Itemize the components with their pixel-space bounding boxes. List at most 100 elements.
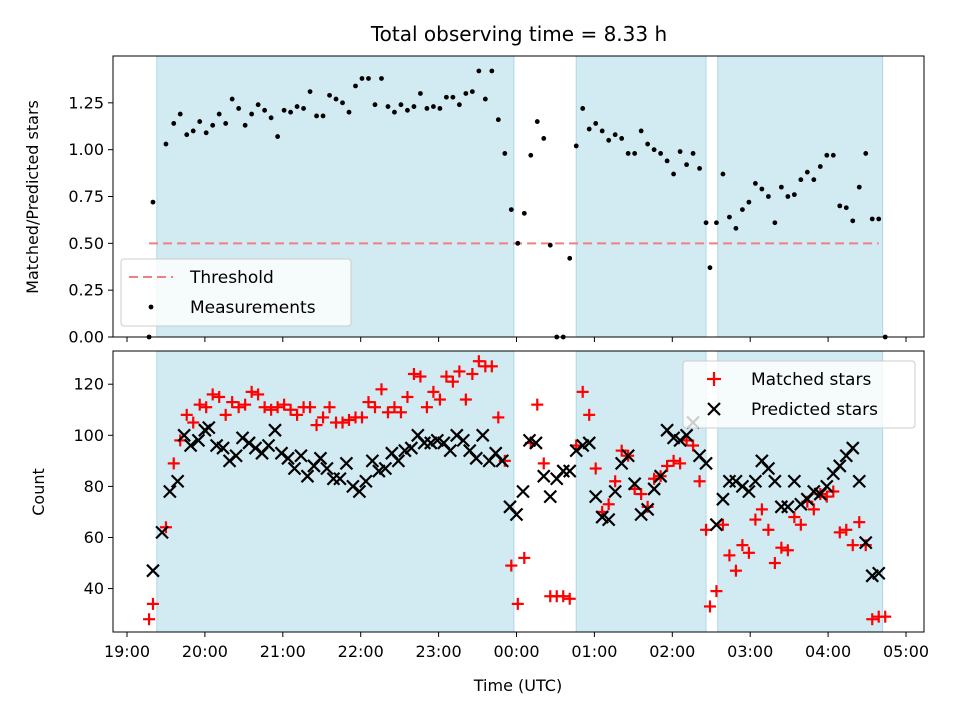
matched-star-point [213, 390, 226, 403]
measurement-point [772, 220, 778, 226]
matched-star-point [146, 597, 159, 610]
measurement-point [281, 107, 287, 113]
measurement-point [625, 151, 631, 156]
predicted-star-point [608, 484, 622, 499]
matched-star-point [602, 498, 615, 511]
measurement-point [843, 205, 849, 211]
matched-star-point [710, 585, 723, 598]
measurement-point [547, 242, 553, 248]
matched-star-point [485, 360, 498, 373]
predicted-star-point [359, 474, 373, 489]
matched-star-point [167, 457, 180, 470]
measurement-point [216, 111, 222, 117]
bottom-axes: 40 60 80 100 120 19:00 20:00 21:00 22:00 23:00 00:… [73, 375, 929, 661]
matched-star-point [749, 513, 762, 526]
matched-star-point [226, 396, 239, 409]
measurement-point [463, 91, 469, 96]
measurement-point [489, 68, 495, 74]
top-axes: 0.00 0.25 0.50 0.75 1.00 1.25 [68, 93, 907, 347]
matched-star-point [768, 557, 781, 570]
measurement-point [476, 68, 482, 74]
predicted-star-point [216, 441, 230, 455]
predicted-star-point [845, 441, 860, 455]
predicted-star-point [601, 512, 616, 527]
measurement-point [242, 122, 248, 128]
measurement-point [830, 152, 836, 158]
matched-star-point [755, 503, 768, 516]
matched-star-point [414, 370, 427, 383]
matched-star-point [807, 503, 820, 516]
x-tick-label: 20:00 [182, 642, 228, 661]
bottom-legend: Matched stars Predicted stars [682, 360, 916, 429]
measurement-point [398, 102, 404, 108]
y-tick-label: 0.00 [68, 328, 104, 347]
measurement-point [837, 203, 843, 209]
measurement-point [684, 162, 689, 168]
bottom-star-points [143, 355, 892, 626]
measurement-point [163, 141, 169, 147]
measurement-point [632, 151, 638, 156]
x-tick-label: 00:00 [493, 642, 539, 661]
measurement-point [876, 216, 882, 222]
predicted-star-point [640, 502, 655, 517]
matched-star-point [661, 459, 674, 472]
predicted-star-point [627, 477, 642, 491]
matched-star-point [583, 408, 596, 421]
measurement-point [759, 186, 765, 192]
measurement-point [671, 171, 676, 177]
predicted-star-point [852, 474, 867, 489]
predicted-star-point [287, 461, 302, 476]
measurement-point [690, 151, 696, 156]
y-tick-label: 0.25 [68, 281, 104, 300]
measurement-point [651, 147, 657, 153]
predicted-star-point [761, 461, 776, 476]
matched-star-point [576, 385, 589, 398]
measurement-point [275, 134, 281, 139]
predicted-star-point [781, 500, 795, 514]
measurement-point [456, 102, 462, 108]
bottom-panel: 40 60 80 100 120 19:00 20:00 21:00 22:00 23:00 00:… [29, 350, 929, 695]
measurement-point [150, 199, 156, 205]
measurement-point [720, 171, 726, 177]
matched-star-point [687, 439, 700, 452]
matched-star-point [518, 551, 531, 564]
predicted-star-point [183, 438, 198, 453]
y-tick-label: 100 [73, 426, 104, 445]
measurement-point [856, 184, 862, 190]
matched-star-point [775, 541, 788, 554]
top-measurement-points [146, 68, 888, 340]
matched-star-point [278, 398, 291, 411]
measurement-point [203, 130, 209, 136]
matched-star-point [401, 390, 414, 403]
measurement-point [714, 220, 719, 226]
legend-matched-swatch [707, 372, 721, 386]
predicted-star-point [404, 441, 419, 455]
predicted-star-point [475, 428, 490, 443]
predicted-star-point [163, 484, 177, 499]
x-axis-label: Time (UTC) [473, 676, 562, 695]
x-tick-label: 04:00 [805, 642, 851, 661]
predicted-star-point [858, 535, 873, 550]
chart-title: Total observing time = 8.33 h [370, 22, 667, 46]
predicted-star-point [177, 428, 191, 443]
x-tick-label: 02:00 [649, 642, 695, 661]
measurement-point [327, 92, 332, 98]
matched-star-point [323, 401, 336, 414]
predicted-star-point [155, 525, 169, 540]
y-tick-label: 0.75 [68, 187, 104, 206]
predicted-star-point [742, 484, 756, 499]
matched-star-point [310, 419, 323, 432]
matched-star-point [492, 411, 505, 424]
measurement-point [869, 216, 875, 222]
matched-star-point [742, 546, 755, 559]
measurement-point [223, 121, 229, 126]
measurement-point [366, 76, 371, 81]
measurement-point [249, 111, 255, 117]
matched-star-point [433, 393, 446, 406]
matched-star-point [589, 462, 602, 475]
predicted-star-point [352, 484, 367, 499]
matched-star-point [336, 416, 349, 429]
measurement-point [664, 158, 670, 164]
measurement-point [573, 143, 579, 149]
matched-star-point [245, 385, 258, 398]
